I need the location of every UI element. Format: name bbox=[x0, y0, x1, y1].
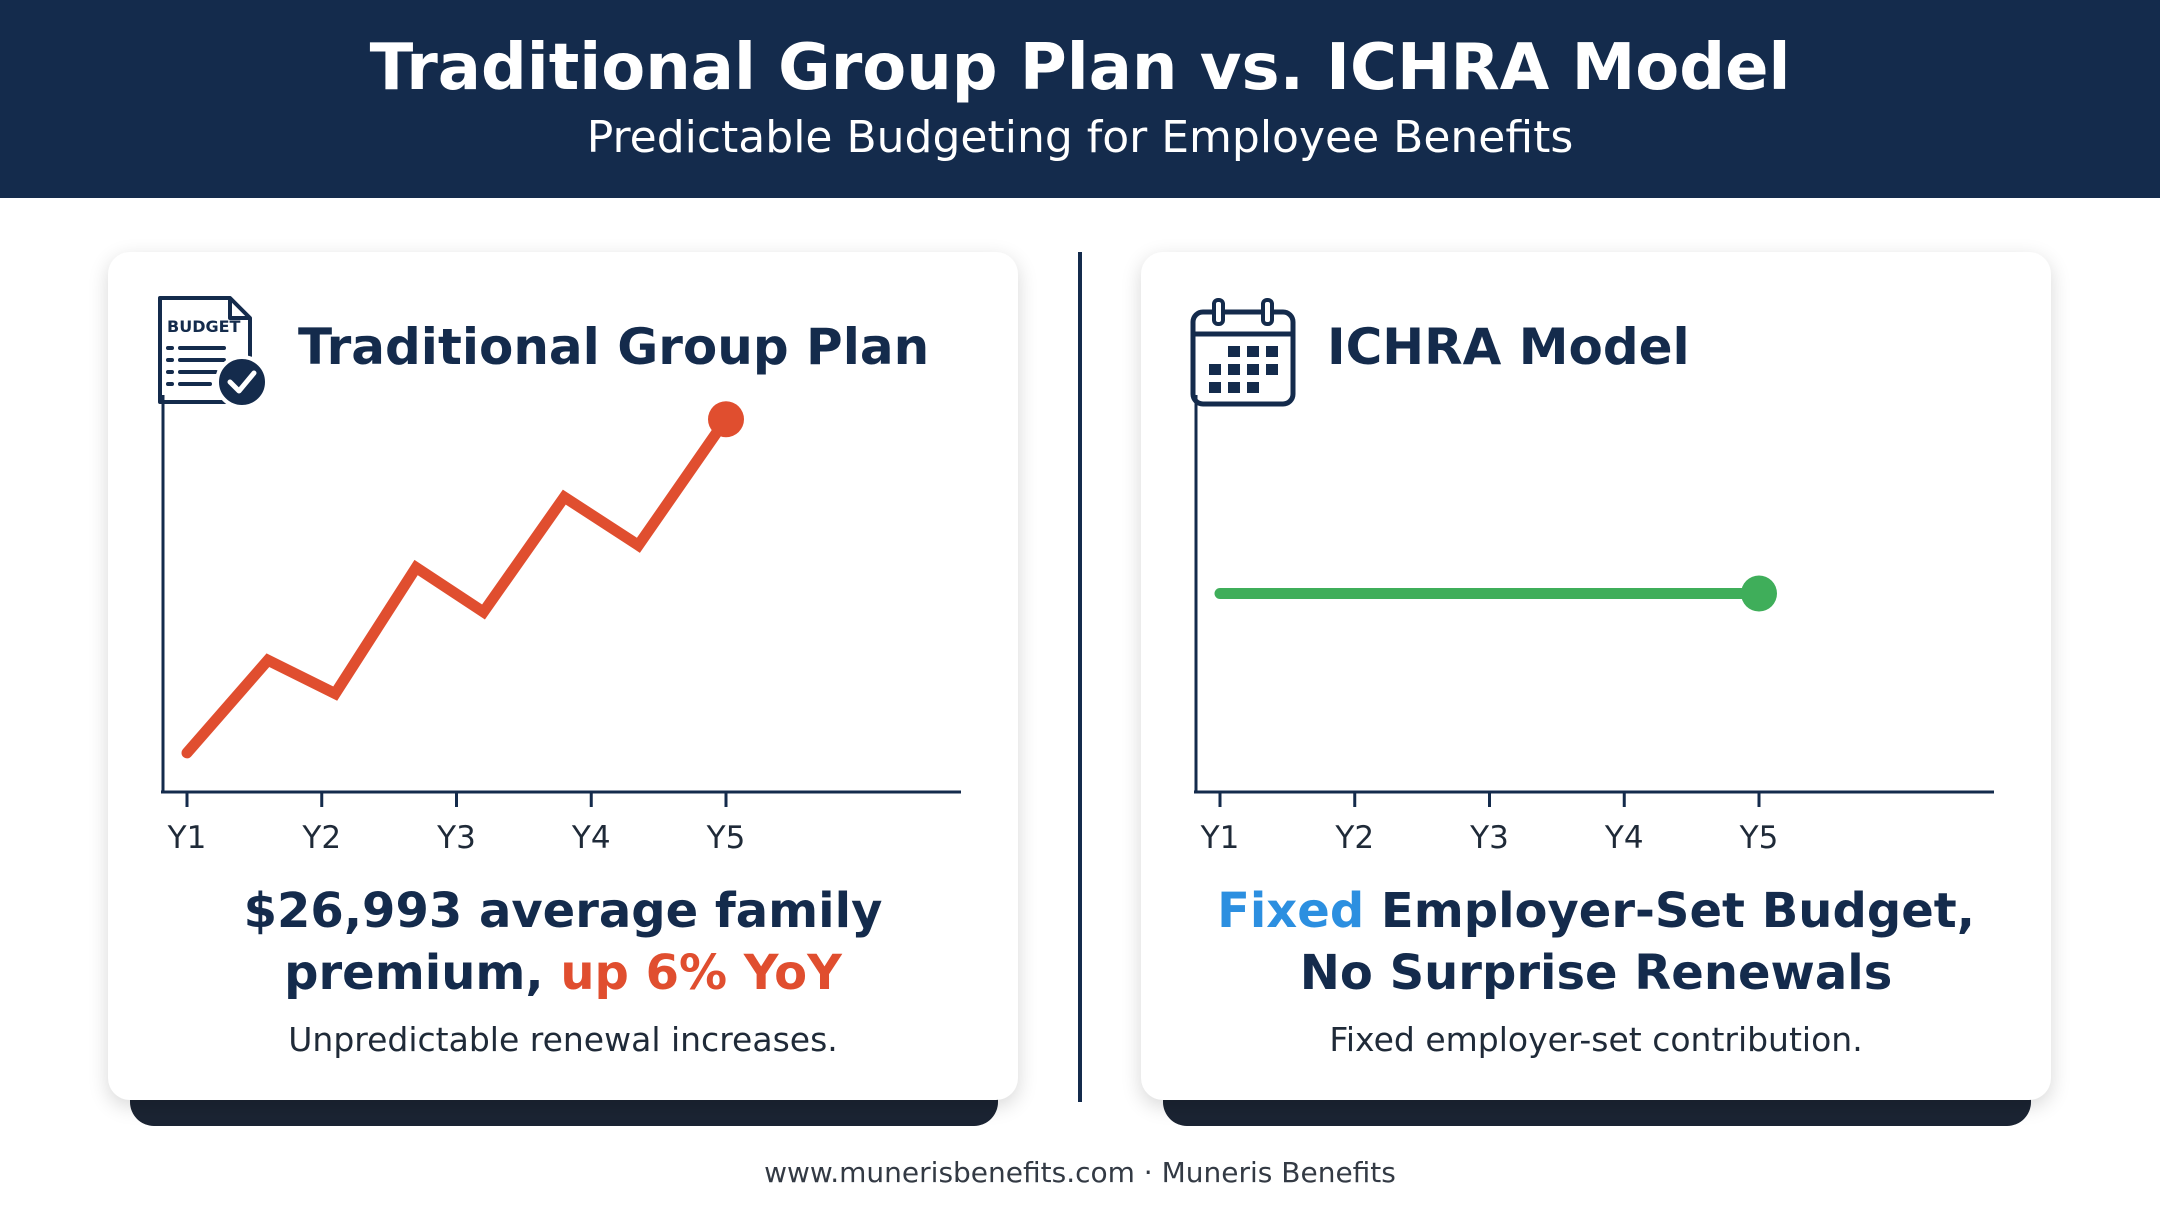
ichra-headline: Fixed Employer-Set Budget, No Surprise R… bbox=[1161, 880, 2031, 1004]
ichra-x-tick-label: Y5 bbox=[1739, 820, 1779, 856]
page-title: Traditional Group Plan vs. ICHRA Model bbox=[369, 31, 1791, 105]
traditional-x-tick-label: Y4 bbox=[571, 820, 611, 856]
ichra-x-tick-label: Y1 bbox=[1200, 820, 1240, 856]
ichra-plot-group: Y1 Y2 Y3 Y4 Y5 bbox=[1194, 395, 1994, 856]
traditional-x-tick-label: Y3 bbox=[436, 820, 476, 856]
headline-premium-line2: premium, bbox=[284, 945, 561, 1001]
ichra-chart: Y1 Y2 Y3 Y4 Y5 bbox=[1194, 395, 1994, 856]
headline-renewals-line2: No Surprise Renewals bbox=[1299, 945, 1893, 1001]
center-divider bbox=[1078, 252, 1082, 1102]
budget-document-icon: BUDGET bbox=[158, 296, 269, 409]
traditional-x-tick-label: Y2 bbox=[301, 820, 341, 856]
traditional-end-point bbox=[708, 401, 744, 438]
traditional-x-tick-label: Y1 bbox=[167, 820, 207, 856]
traditional-plan-title: Traditional Group Plan bbox=[298, 318, 930, 376]
page-subtitle: Predictable Budgeting for Employee Benef… bbox=[586, 112, 1574, 163]
traditional-plan-headline: $26,993 average family premium, up 6% Yo… bbox=[128, 880, 998, 1004]
svg-text:BUDGET: BUDGET bbox=[167, 317, 241, 336]
ichra-card: ICHRA Model Y1 Y2 Y3 Y4 Y5 Fixed Employer-Se… bbox=[1141, 252, 2051, 1100]
header-banner: Traditional Group Plan vs. ICHRA Model P… bbox=[0, 0, 2160, 198]
calendar-icon bbox=[1190, 298, 1296, 407]
headline-budget-line1: Employer-Set Budget, bbox=[1364, 883, 1975, 939]
ichra-x-tick-label: Y2 bbox=[1334, 820, 1374, 856]
ichra-note: Fixed employer-set contribution. bbox=[1329, 1020, 1863, 1059]
headline-yoy-highlight: up 6% YoY bbox=[560, 945, 842, 1001]
ichra-x-tick-label: Y4 bbox=[1604, 820, 1644, 856]
traditional-plan-card: BUDGET Traditional Group Plan Y1 Y2 Y3 Y4 Y5… bbox=[108, 252, 1018, 1100]
ichra-x-tick-label: Y3 bbox=[1469, 820, 1509, 856]
footer-credit: www.munerisbenefits.com · Muneris Benefi… bbox=[764, 1156, 1396, 1189]
ichra-title: ICHRA Model bbox=[1327, 318, 1690, 376]
traditional-plan-chart: Y1 Y2 Y3 Y4 Y5 bbox=[161, 395, 961, 856]
headline-fixed-highlight: Fixed bbox=[1217, 883, 1365, 939]
traditional-x-tick-label: Y5 bbox=[706, 820, 746, 856]
ichra-end-point bbox=[1741, 575, 1777, 612]
traditional-series-line bbox=[181, 413, 732, 759]
traditional-plan-note: Unpredictable renewal increases. bbox=[288, 1020, 838, 1059]
headline-premium-line1: $26,993 average family bbox=[243, 883, 883, 939]
